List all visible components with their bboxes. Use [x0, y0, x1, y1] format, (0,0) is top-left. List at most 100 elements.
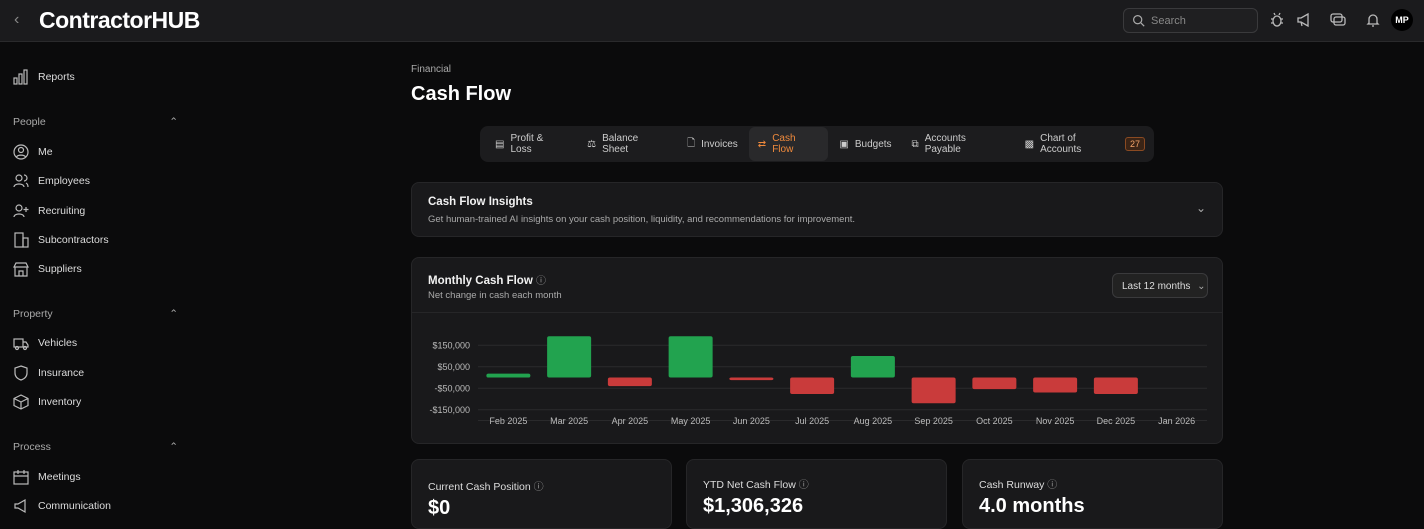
avatar[interactable]: MP [1391, 9, 1413, 31]
x-tick-label: Sep 2025 [914, 416, 953, 426]
kpi-current-cash: Current Cash Position ⓘ $0 [411, 459, 672, 529]
x-tick-label: May 2025 [671, 416, 711, 426]
sidebar-item-suppliers[interactable]: Suppliers [13, 261, 82, 277]
user-circle-icon [13, 144, 29, 160]
sidebar-section-process[interactable]: Process ⌃ [13, 441, 178, 453]
info-icon[interactable]: ⓘ [798, 480, 809, 491]
x-tick-label: Feb 2025 [489, 416, 527, 426]
breadcrumb[interactable]: Financial [411, 64, 452, 75]
tab-profit-loss[interactable]: ▤ Profit & Loss [495, 133, 544, 155]
sidebar-item-insurance[interactable]: Insurance [13, 365, 84, 381]
x-tick-label: Mar 2025 [550, 416, 588, 426]
back-chevron-icon[interactable]: ‹ [14, 11, 20, 28]
top-bar: ‹ ContractorHUB Search MP [0, 0, 1424, 42]
chevron-up-icon: ⌃ [169, 116, 178, 128]
ledger-icon: ▩ [1024, 138, 1035, 150]
shield-icon [14, 365, 28, 381]
insights-subtitle: Get human-trained AI insights on your ca… [428, 214, 856, 225]
kpi-cash-runway: Cash Runway ⓘ 4.0 months [962, 459, 1223, 529]
info-icon[interactable]: ⓘ [1047, 480, 1058, 491]
bar [547, 336, 592, 378]
x-tick-label: Jun 2025 [733, 416, 770, 426]
bar [607, 377, 652, 387]
x-tick-label: Oct 2025 [976, 416, 1013, 426]
search-icon [1133, 15, 1145, 27]
file-icon: 🗋 [687, 137, 696, 149]
users-icon [13, 174, 29, 188]
megaphone-icon [14, 498, 26, 514]
chevron-up-icon: ⌃ [169, 441, 178, 453]
chevron-down-icon: ⌄ [1197, 281, 1206, 292]
chevron-up-icon: ⌃ [169, 308, 178, 320]
bar [790, 377, 835, 395]
user-plus-icon [13, 204, 29, 218]
scale-icon: ⚖ [587, 138, 597, 150]
sidebar-item-subcontractors[interactable]: Subcontractors [13, 232, 109, 248]
range-select[interactable]: Last 12 months ⌄ [1112, 273, 1208, 298]
tab-accounts-payable[interactable]: ⧉ Accounts Payable [911, 133, 966, 155]
sidebar-item-employees[interactable]: Employees [13, 173, 90, 189]
y-tick-label: $150,000 [432, 340, 470, 350]
copy-icon: ⧉ [911, 138, 919, 150]
search-placeholder: Search [1151, 15, 1186, 27]
y-tick-label: -$50,000 [434, 383, 470, 393]
chart-title: Monthly Cash Flow ⓘ [428, 275, 546, 287]
building-icon [14, 232, 29, 248]
kpi-value: $1,306,326 [703, 495, 804, 517]
bar [1033, 377, 1078, 393]
sidebar-section-people[interactable]: People ⌃ [13, 116, 178, 128]
tab-invoices[interactable]: 🗋 Invoices [678, 130, 747, 159]
x-tick-label: Apr 2025 [612, 416, 649, 426]
insights-title: Cash Flow Insights [428, 196, 533, 208]
y-tick-label: -$150,000 [429, 405, 470, 415]
megaphone-icon[interactable] [1296, 12, 1312, 28]
cash-flow-chart: $150,000 $50,000 -$50,000 -$150,000 Feb 2025… [429, 336, 1207, 426]
bar [911, 377, 956, 404]
count-badge: 27 [1124, 137, 1145, 151]
bar-chart-icon [13, 69, 28, 85]
store-icon [13, 262, 29, 277]
kpi-value: 4.0 months [979, 495, 1085, 517]
sidebar-item-recruiting[interactable]: Recruiting [13, 203, 85, 219]
sidebar-item-me[interactable]: Me [13, 144, 53, 160]
bar [1093, 377, 1138, 395]
x-tick-label: Dec 2025 [1097, 416, 1136, 426]
sidebar-item-communication[interactable]: Communication [13, 498, 111, 514]
sidebar-item-inventory[interactable]: Inventory [13, 394, 81, 410]
bug-icon[interactable] [1269, 12, 1285, 28]
bar [668, 336, 713, 378]
bell-icon[interactable] [1365, 12, 1381, 28]
x-tick-label: Jan 2026 [1158, 416, 1195, 426]
sidebar-section-property[interactable]: Property ⌃ [13, 308, 178, 320]
monthly-cash-flow-card: Monthly Cash Flow ⓘ Net change in cash e… [411, 257, 1223, 444]
info-icon[interactable]: ⓘ [533, 482, 544, 493]
x-tick-label: Aug 2025 [854, 416, 893, 426]
insights-card[interactable]: Cash Flow Insights Get human-trained AI … [411, 182, 1223, 237]
page-title: Cash Flow [411, 83, 512, 105]
chart-subtitle: Net change in cash each month [428, 290, 562, 301]
tab-chart-of-accounts[interactable]: ▩ Chart of Accounts 27 [1016, 127, 1154, 161]
chevron-down-icon[interactable]: ⌄ [1196, 201, 1207, 215]
kpi-ytd-net: YTD Net Cash Flow ⓘ $1,306,326 [686, 459, 947, 529]
chart-icon: ▤ [495, 138, 505, 150]
sidebar-label: Reports [38, 71, 75, 83]
sidebar-item-reports[interactable]: Reports [13, 69, 75, 85]
info-icon[interactable]: ⓘ [535, 276, 546, 287]
sidebar-item-vehicles[interactable]: Vehicles [13, 335, 77, 351]
tab-balance-sheet[interactable]: ⚖ Balance Sheet [587, 133, 639, 155]
x-tick-label: Nov 2025 [1036, 416, 1075, 426]
sidebar-item-meetings[interactable]: Meetings [13, 469, 81, 485]
bar [850, 356, 895, 378]
x-tick-label: Jul 2025 [795, 416, 829, 426]
search-input[interactable]: Search [1123, 8, 1258, 33]
bar [486, 373, 531, 378]
wallet-icon: ▣ [839, 138, 849, 150]
calendar-icon [13, 470, 29, 485]
logo[interactable]: ContractorHUB [39, 7, 200, 33]
bar [972, 377, 1017, 390]
chat-icon[interactable] [1330, 12, 1346, 28]
box-icon [13, 394, 29, 410]
y-tick-label: $50,000 [437, 362, 470, 372]
tab-budgets[interactable]: ▣ Budgets [839, 138, 892, 150]
tab-cash-flow[interactable]: ⇄ Cash Flow [748, 127, 829, 161]
